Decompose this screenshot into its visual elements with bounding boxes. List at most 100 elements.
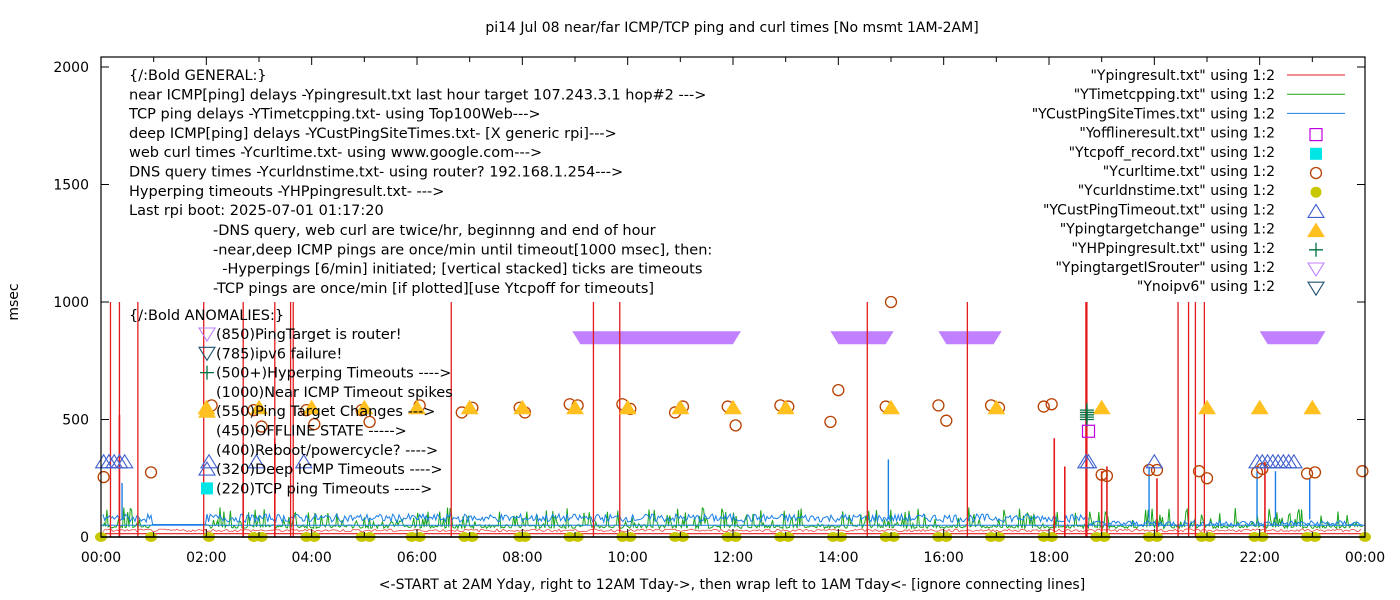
ping-target-change-point — [882, 399, 900, 415]
ping-target-change-point — [250, 399, 268, 415]
ping-target-change-point — [1303, 399, 1322, 415]
legend-label: "Ypingtargetchange" using 1:2 — [1060, 222, 1275, 238]
x-tick-label: 08:00 — [502, 550, 542, 566]
hyperping-timeout-point — [1309, 242, 1323, 257]
target-change-marker-icon — [198, 403, 216, 418]
curl-time-point — [1150, 463, 1164, 477]
curl-time-point — [144, 466, 158, 479]
ping-target-change-point — [513, 399, 532, 415]
legend-label: "Yofflineresult.txt" using 1:2 — [1079, 126, 1275, 142]
x-tick-label: 02:00 — [186, 550, 226, 566]
curl-time-point — [884, 295, 898, 309]
curl-time-point — [308, 418, 321, 431]
router-marker-icon — [198, 327, 216, 343]
x-tick-label: 04:00 — [291, 550, 331, 566]
curl-time-point — [1095, 468, 1108, 481]
x-tick-label: 22:00 — [1239, 550, 1279, 566]
legend-marker-swatch — [1307, 222, 1325, 238]
annotation-note-line: -TCP pings are once/min [if plotted][use… — [213, 281, 654, 297]
annotation-general-line: deep ICMP[ping] delays -YCustPingSiteTim… — [129, 126, 617, 142]
curl-time-point — [832, 383, 845, 397]
deep-icmp-timeout-point — [115, 453, 134, 469]
ping-target-change-point — [355, 399, 374, 415]
ping-target-change-point — [460, 399, 479, 415]
curl-time-point — [1192, 465, 1206, 478]
annotation-general-line: web curl times -Ycurltime.txt- using www… — [129, 145, 542, 161]
x-tick-label: 12:00 — [713, 550, 753, 566]
annotation-layer: {/:Bold GENERAL:} near ICMP[ping] delays … — [128, 68, 712, 497]
x-axis-label: <-START at 2AM Yday, right to 12AM Tday-… — [379, 577, 1085, 593]
annotation-general-line: TCP ping delays -YTimetcpping.txt- using… — [128, 107, 541, 123]
tcp-timeout-point — [1310, 147, 1322, 160]
curl-time-point — [255, 420, 268, 433]
curl-time-point — [97, 470, 110, 484]
hyperping-timeout-point — [1079, 403, 1094, 418]
legend-label: "Ycurldnstime.txt" using 1:2 — [1078, 183, 1275, 199]
y-tick-label: 1000 — [53, 295, 89, 311]
x-tick-label: 10:00 — [607, 550, 647, 566]
x-tick-label: 16:00 — [923, 550, 963, 566]
annotation-general-line: DNS query times -Ycurldnstime.txt- using… — [129, 165, 623, 181]
curl-time-point — [824, 415, 837, 429]
ping-target-is-router-band — [572, 331, 741, 345]
ipv6-marker-icon — [198, 346, 216, 362]
near-icmp-line — [102, 528, 1362, 533]
annotation-anomaly-line: (1000)Near ICMP Timeout spikes — [216, 385, 453, 401]
annotation-note-line: -DNS query, web curl are twice/hr, begin… — [213, 223, 656, 239]
legend-label: "Ytcpoff_record.txt" using 1:2 — [1069, 145, 1275, 161]
legend-marker-swatch — [1307, 281, 1325, 297]
legend-label: "YHPpingresult.txt" using 1:2 — [1071, 241, 1275, 257]
curl-time-point — [1356, 465, 1369, 478]
ping-target-change-point — [1198, 399, 1216, 415]
ping-target-change-point — [671, 399, 690, 415]
legend: "Ypingresult.txt" using 1:2 "YTimetcpping… — [1032, 68, 1345, 297]
curl-time-point — [729, 419, 742, 432]
x-tick-label: 18:00 — [1029, 550, 1069, 566]
ping-target-change-point — [987, 399, 1006, 415]
ping-target-is-router-band — [830, 331, 894, 345]
legend-marker-swatch — [1307, 203, 1325, 218]
x-tick-label: 20:00 — [1134, 550, 1174, 566]
deep-icmp-timeout-point — [199, 453, 218, 469]
hyperping-timeout-point — [200, 365, 214, 380]
legend-label: "YpingtargetISrouter" using 1:2 — [1055, 260, 1275, 276]
legend-label: "Ynoipv6" using 1:2 — [1137, 279, 1275, 295]
ping-target-change-point — [302, 399, 321, 415]
y-tick-label: 500 — [62, 413, 89, 429]
ping-target-change-point — [566, 399, 584, 415]
ping-target-is-router-band — [938, 331, 1002, 345]
annotation-general-line: Hyperping timeouts -YHPpingresult.txt- -… — [129, 184, 444, 200]
chart-title: pi14 Jul 08 near/far ICMP/TCP ping and c… — [485, 20, 978, 36]
axes: 0 500 1000 1500 2000 00:00 02:00 04:00 06:00 08:0… — [53, 56, 1385, 566]
y-tick-label: 0 — [80, 530, 89, 546]
legend-label: "Ycurltime.txt" using 1:2 — [1103, 164, 1275, 180]
annotation-anomaly-line: (450)OFFLINE STATE -----> — [216, 424, 407, 440]
annotation-note-line: -near,deep ICMP pings are once/min until… — [213, 242, 712, 258]
curl-time-point — [1100, 469, 1114, 483]
ping-target-change-point — [408, 399, 426, 415]
curl-time-point — [1037, 400, 1050, 413]
deep-icmp-line — [102, 512, 1363, 528]
curl-time-point — [1200, 472, 1214, 485]
annotation-note-line: -Hyperpings [6/min] initiated; [vertical… — [213, 262, 702, 278]
deep-icmp-timeout-point — [294, 453, 313, 469]
annotation-anomaly-line: (220)TCP ping Timeouts -----> — [216, 481, 432, 497]
curl-time-point — [1308, 466, 1322, 479]
legend-label: "YCustPingSiteTimes.txt" using 1:2 — [1032, 106, 1275, 122]
annotation-anomaly-line: (550)Ping Target Changes ---> — [216, 404, 435, 420]
x-tick-label: 00:00 — [81, 550, 121, 566]
deep-icmp-timeout-point — [1284, 453, 1303, 469]
y-axis-label: msec — [6, 283, 22, 320]
ping-target-is-router-band — [1259, 331, 1326, 345]
ping-target-change-point — [618, 399, 637, 415]
x-tick-label: 00:00 — [1345, 550, 1385, 566]
annotation-anomaly-line: (500+)Hyperping Timeouts ----> — [216, 366, 451, 382]
annotation-anomaly-line: (320)Deep ICMP Timeouts ----> — [216, 462, 443, 478]
deep-icmp-timeout-point — [247, 453, 266, 469]
y-tick-label: 2000 — [53, 60, 89, 76]
legend-label: "Ypingresult.txt" using 1:2 — [1090, 68, 1275, 84]
curl-time-point — [1300, 467, 1314, 480]
offline-point — [1081, 424, 1096, 438]
